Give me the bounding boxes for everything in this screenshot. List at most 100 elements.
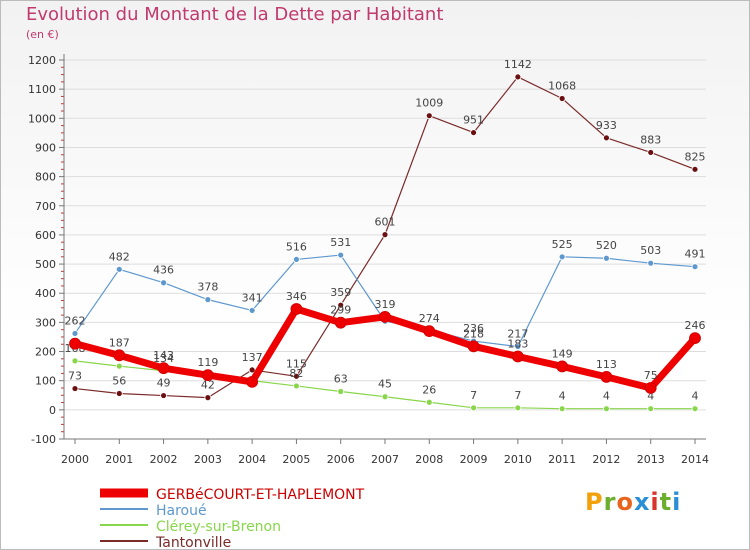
data-label-gerbe-court-et-haplemont: 119 [197,356,218,369]
data-label-tantonville: 42 [201,379,215,392]
y-tick-label: -100 [31,433,56,446]
data-point-tantonville [603,134,610,142]
data-label-cle-rey-sur-brenon: 26 [422,383,436,396]
data-label-tantonville: 56 [112,375,126,388]
data-point-cle-rey-sur-brenon [691,405,699,413]
data-label-cle-rey-sur-brenon: 45 [378,378,392,391]
y-tick-label: 1000 [28,112,56,125]
data-point-cle-rey-sur-brenon [558,405,566,413]
x-tick-label: 2002 [150,453,178,466]
data-point-gerbe-court-et-haplemont [467,340,480,353]
chart-title: Evolution du Montant de la Dette par Hab… [26,4,444,25]
data-label-gerbe-court-et-haplemont: 149 [552,347,573,360]
data-point-tantonville [248,366,256,374]
y-tick-label: 100 [35,375,56,388]
y-tick-label: 1200 [28,54,56,67]
data-point-tantonville [337,301,345,309]
data-label-haroue: 378 [197,281,218,294]
x-tick-label: 2010 [504,453,532,466]
data-label-gerbe-court-et-haplemont: 187 [109,336,130,349]
data-point-cle-rey-sur-brenon [293,382,300,390]
data-point-gerbe-court-et-haplemont [379,310,391,323]
data-label-tantonville: 933 [596,119,617,132]
data-label-gerbe-court-et-haplemont: 246 [685,319,706,332]
y-tick-label: 1100 [28,83,56,96]
data-point-cle-rey-sur-brenon [603,405,610,413]
data-label-tantonville: 825 [685,150,706,163]
data-label-haroue: 520 [596,239,617,252]
data-label-cle-rey-sur-brenon: 63 [334,372,348,385]
data-label-gerbe-court-et-haplemont: 319 [375,298,396,311]
data-point-haroue [115,265,123,273]
legend-label: Clérey-sur-Brenon [156,519,281,535]
data-label-haroue: 525 [552,238,573,251]
logo-letter: t [659,488,673,516]
y-tick-label: 400 [35,287,56,300]
data-point-haroue [647,259,655,267]
data-label-gerbe-court-et-haplemont: 183 [507,337,528,350]
x-tick-label: 2013 [637,453,665,466]
data-label-tantonville: 1009 [415,97,443,110]
y-tick-label: 500 [35,258,56,271]
data-label-cle-rey-sur-brenon: 4 [692,390,699,403]
data-point-cle-rey-sur-brenon [514,404,522,412]
x-tick-label: 2012 [592,453,620,466]
data-label-cle-rey-sur-brenon: 4 [603,390,610,403]
data-label-gerbe-court-et-haplemont: 113 [596,358,617,371]
logo-letter: i [672,488,682,516]
data-point-tantonville [293,372,300,380]
data-point-cle-rey-sur-brenon [647,405,655,413]
data-point-tantonville [558,95,566,102]
data-point-gerbe-court-et-haplemont [644,382,657,394]
data-point-gerbe-court-et-haplemont [334,316,347,329]
data-point-gerbe-court-et-haplemont [689,332,701,345]
y-tick-label: 200 [35,346,56,359]
x-tick-label: 2004 [238,453,266,466]
y-tick-label: 700 [35,200,56,213]
data-label-tantonville: 951 [463,114,484,127]
x-tick-label: 2007 [371,453,399,466]
data-label-cle-rey-sur-brenon: 7 [514,389,521,402]
data-point-cle-rey-sur-brenon [337,388,345,395]
data-label-haroue: 503 [640,244,661,257]
data-label-cle-rey-sur-brenon: 7 [470,389,477,402]
legend-label: Haroué [156,503,207,519]
data-point-gerbe-court-et-haplemont [423,325,436,338]
data-label-haroue: 531 [330,236,351,249]
data-point-gerbe-court-et-haplemont [201,369,214,382]
data-point-gerbe-court-et-haplemont [157,362,170,375]
data-label-haroue: 482 [109,250,130,263]
x-tick-label: 2001 [105,453,133,466]
data-point-haroue [293,256,300,263]
legend-label: Tantonville [155,535,231,550]
data-point-cle-rey-sur-brenon [71,357,79,365]
logo-letter: P [585,488,604,516]
x-tick-label: 2009 [460,453,488,466]
data-point-haroue [204,296,212,304]
data-label-cle-rey-sur-brenon: 4 [647,390,654,403]
data-label-tantonville: 49 [157,377,171,390]
data-point-tantonville [160,392,167,399]
legend-label: GERBéCOURT-ET-HAPLEMONT [156,487,365,503]
data-label-tantonville: 359 [330,286,351,299]
data-point-tantonville [647,149,655,156]
data-label-tantonville: 137 [242,351,263,364]
data-label-tantonville: 1142 [504,58,532,71]
data-label-cle-rey-sur-brenon: 82 [289,367,303,380]
data-point-haroue [558,253,566,261]
data-point-tantonville [381,231,389,239]
data-point-haroue [514,343,522,350]
data-point-gerbe-court-et-haplemont [69,337,81,350]
y-tick-label: 300 [35,316,56,329]
y-tick-label: 800 [35,171,56,184]
data-point-gerbe-court-et-haplemont [290,303,303,315]
x-tick-label: 2005 [282,453,310,466]
data-point-haroue [691,263,699,271]
data-label-gerbe-court-et-haplemont: 218 [463,327,484,340]
data-label-gerbe-court-et-haplemont: 299 [330,304,351,317]
data-point-haroue [603,254,610,262]
x-tick-label: 2008 [415,453,443,466]
data-point-cle-rey-sur-brenon [425,398,433,406]
